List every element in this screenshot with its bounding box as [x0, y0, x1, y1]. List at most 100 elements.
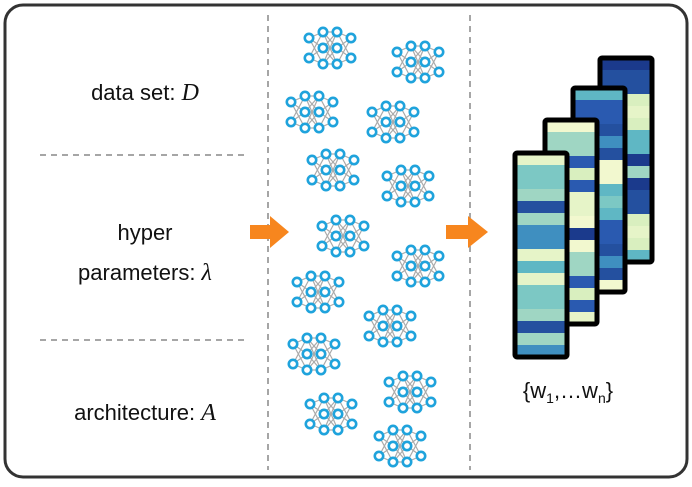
node	[368, 108, 376, 116]
node	[425, 172, 433, 180]
node	[389, 426, 397, 434]
node	[435, 252, 443, 260]
weight-band	[573, 100, 625, 113]
weight-band	[515, 297, 567, 310]
node	[365, 312, 373, 320]
node	[421, 246, 429, 254]
node	[427, 378, 435, 386]
node	[393, 68, 401, 76]
node	[346, 232, 354, 240]
node	[308, 156, 316, 164]
node	[334, 426, 342, 434]
weight-band	[515, 249, 567, 262]
node	[329, 98, 337, 106]
node	[335, 278, 343, 286]
node	[407, 246, 415, 254]
node	[303, 334, 311, 342]
weight-band	[515, 225, 567, 238]
node	[397, 182, 405, 190]
node	[336, 182, 344, 190]
node	[393, 322, 401, 330]
node	[322, 150, 330, 158]
weight-band	[515, 177, 567, 190]
node	[315, 92, 323, 100]
node	[333, 60, 341, 68]
node	[368, 128, 376, 136]
input-label: data set: D	[91, 80, 199, 106]
node	[389, 442, 397, 450]
node	[407, 42, 415, 50]
node	[365, 332, 373, 340]
weight-band	[545, 132, 597, 145]
node	[397, 166, 405, 174]
node	[393, 306, 401, 314]
node	[421, 278, 429, 286]
node	[393, 252, 401, 260]
label-symbol: A	[199, 400, 216, 426]
subscript: n	[598, 390, 606, 406]
node	[350, 176, 358, 184]
label-text: data set:	[91, 80, 182, 105]
node	[379, 338, 387, 346]
node	[308, 176, 316, 184]
node	[413, 388, 421, 396]
weight-band	[515, 165, 567, 178]
node	[413, 404, 421, 412]
weight-band	[515, 321, 567, 334]
node	[301, 92, 309, 100]
node	[411, 182, 419, 190]
node	[307, 304, 315, 312]
label-symbol: λ	[201, 260, 212, 286]
node	[317, 366, 325, 374]
node	[403, 442, 411, 450]
node	[407, 312, 415, 320]
weight-band	[515, 261, 567, 274]
node	[410, 128, 418, 136]
node	[289, 340, 297, 348]
node	[287, 118, 295, 126]
node	[396, 102, 404, 110]
node	[315, 124, 323, 132]
node	[321, 288, 329, 296]
node	[375, 452, 383, 460]
weight-band	[600, 70, 652, 83]
node	[360, 242, 368, 250]
node	[317, 334, 325, 342]
node	[382, 118, 390, 126]
node	[331, 340, 339, 348]
weight-band	[515, 201, 567, 214]
node	[329, 118, 337, 126]
input-label: hyper	[117, 220, 172, 245]
node	[389, 458, 397, 466]
node	[435, 48, 443, 56]
node	[396, 118, 404, 126]
node	[360, 222, 368, 230]
node	[287, 98, 295, 106]
node	[334, 394, 342, 402]
node	[320, 394, 328, 402]
node	[403, 458, 411, 466]
node	[399, 404, 407, 412]
node	[319, 60, 327, 68]
node	[346, 248, 354, 256]
node	[407, 58, 415, 66]
node	[333, 44, 341, 52]
node	[411, 166, 419, 174]
label-symbol: D	[181, 80, 199, 106]
node	[379, 306, 387, 314]
node	[407, 332, 415, 340]
node	[303, 350, 311, 358]
node	[425, 192, 433, 200]
node	[305, 54, 313, 62]
node	[318, 242, 326, 250]
node	[407, 278, 415, 286]
node	[301, 108, 309, 116]
node	[421, 262, 429, 270]
node	[321, 272, 329, 280]
weight-band	[515, 189, 567, 202]
node	[407, 262, 415, 270]
subscript: 1	[546, 390, 554, 406]
node	[289, 360, 297, 368]
node	[335, 298, 343, 306]
node	[293, 278, 301, 286]
